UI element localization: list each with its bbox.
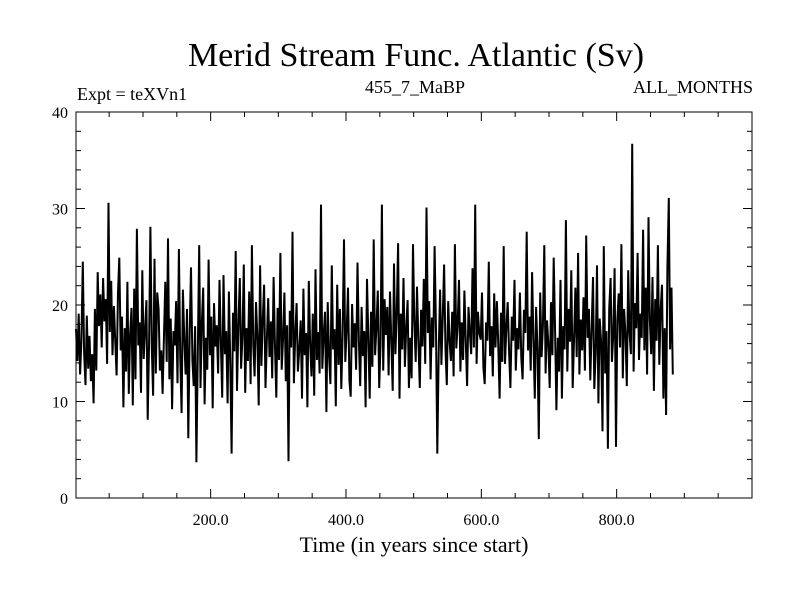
x-tick-label: 400.0 xyxy=(328,512,364,529)
x-axis: 200.0 400.0 600.0 800.0 xyxy=(108,112,719,529)
y-tick-label: 0 xyxy=(60,491,68,508)
chart-title: Merid Stream Func. Atlantic (Sv) xyxy=(188,37,644,74)
x-tick-label: 200.0 xyxy=(193,512,229,529)
y-tick-label: 10 xyxy=(52,395,68,412)
y-tick-label: 40 xyxy=(52,105,68,122)
y-axis: 0 10 20 30 40 xyxy=(52,105,752,508)
subtitle-center: 455_7_MaBP xyxy=(365,77,465,97)
data-series-line xyxy=(75,143,674,463)
x-axis-label: Time (in years since start) xyxy=(300,532,529,557)
plot-area: 200.0 400.0 600.0 800.0 0 10 20 30 40 xyxy=(52,105,753,529)
x-tick-label: 600.0 xyxy=(463,512,499,529)
subtitle-right: ALL_MONTHS xyxy=(633,77,753,97)
y-tick-label: 30 xyxy=(52,202,68,219)
y-tick-label: 20 xyxy=(52,298,68,315)
x-tick-label: 800.0 xyxy=(599,512,635,529)
subtitle-left: Expt = teXVn1 xyxy=(77,84,187,104)
